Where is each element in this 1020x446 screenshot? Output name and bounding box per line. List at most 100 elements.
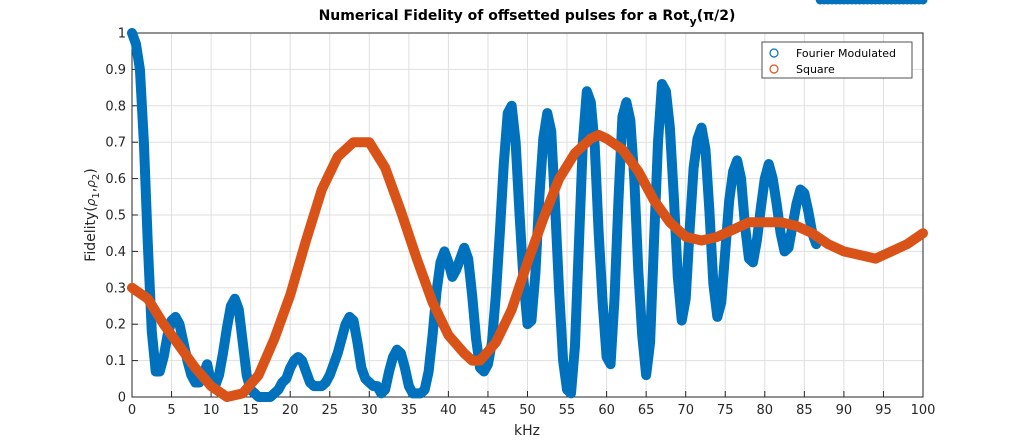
x-tick-label: 65 [638, 403, 655, 418]
data-point [602, 352, 612, 362]
x-tick-label: 70 [677, 403, 694, 418]
data-point [475, 356, 485, 366]
data-point [325, 370, 335, 380]
y-axis-label: Fidelity(ρ1,ρ2) [83, 168, 102, 261]
data-point [471, 334, 481, 344]
data-point [238, 337, 248, 347]
data-point [234, 305, 244, 315]
data-point [574, 239, 584, 249]
data-point [677, 316, 687, 326]
data-point [396, 206, 406, 216]
data-point [728, 225, 738, 235]
data-point [645, 337, 655, 347]
data-point [341, 319, 351, 329]
data-point [606, 359, 616, 369]
data-point [669, 192, 679, 202]
data-point [918, 228, 928, 238]
data-point [301, 367, 311, 377]
data-point [546, 126, 556, 136]
x-tick-label: 5 [167, 403, 175, 418]
data-point [463, 254, 473, 264]
data-point [447, 272, 457, 282]
data-point [681, 294, 691, 304]
data-point [570, 341, 580, 351]
data-point [661, 86, 671, 96]
data-point [317, 185, 327, 195]
data-point [760, 174, 770, 184]
data-point [443, 257, 453, 267]
data-point [598, 297, 608, 307]
data-point [799, 188, 809, 198]
data-point [673, 272, 683, 282]
y-tick-label: 0.4 [105, 245, 126, 260]
data-point [602, 134, 612, 144]
y-tick-label: 0.1 [105, 354, 126, 369]
data-point [752, 235, 762, 245]
plot-area [127, 0, 928, 402]
y-tick-label: 0.7 [105, 136, 126, 151]
data-point [586, 134, 596, 144]
data-point [728, 166, 738, 176]
y-tick-label: 0.8 [105, 99, 126, 114]
data-point [732, 155, 742, 165]
data-point [760, 217, 770, 227]
data-point [776, 228, 786, 238]
data-point [214, 370, 224, 380]
data-point [222, 323, 232, 333]
data-point [665, 217, 675, 227]
data-point [451, 265, 461, 275]
data-point [511, 137, 521, 147]
data-point [530, 268, 540, 278]
data-point [594, 228, 604, 238]
data-point [657, 79, 667, 89]
data-point [720, 246, 730, 256]
data-point [538, 134, 548, 144]
data-point [625, 115, 635, 125]
data-point [171, 312, 180, 322]
data-point [784, 243, 794, 253]
data-point [637, 330, 647, 340]
x-tick-label: 60 [598, 403, 615, 418]
data-point [380, 385, 390, 395]
data-point [499, 159, 509, 169]
data-point [507, 101, 517, 111]
data-point [459, 243, 469, 253]
data-point [582, 86, 592, 96]
data-point [147, 326, 157, 336]
tick-labels: 0 5 10 15 20 25 30 35 40 45 50 55 60 65 70 75 80 85 90 95 10… [105, 27, 935, 419]
data-point [155, 367, 165, 377]
data-point [297, 356, 307, 366]
data-point [613, 195, 623, 205]
data-point [633, 265, 643, 275]
data-point [495, 228, 505, 238]
data-point [242, 370, 252, 380]
legend-marker-fourier [769, 48, 779, 58]
data-point [329, 359, 339, 369]
data-point [523, 257, 532, 267]
data-point [230, 294, 240, 304]
data-point [744, 217, 754, 227]
data-point [554, 174, 564, 184]
data-point [610, 294, 620, 304]
data-point [594, 130, 604, 140]
data-point [554, 286, 564, 296]
data-point [566, 388, 576, 398]
data-point [617, 144, 627, 154]
y-tick-label: 0.2 [105, 318, 126, 333]
data-point [159, 319, 169, 329]
data-point [764, 159, 774, 169]
data-point [143, 294, 153, 304]
data-point [653, 137, 663, 147]
data-point [435, 257, 445, 267]
data-point [273, 385, 283, 395]
data-point [649, 195, 659, 205]
x-tick-label: 10 [203, 403, 220, 418]
data-point [412, 254, 422, 264]
series-square [127, 129, 928, 402]
data-point [384, 367, 394, 377]
data-point [791, 221, 801, 231]
data-point [681, 232, 691, 242]
data-point [697, 123, 707, 133]
data-point [748, 257, 758, 267]
